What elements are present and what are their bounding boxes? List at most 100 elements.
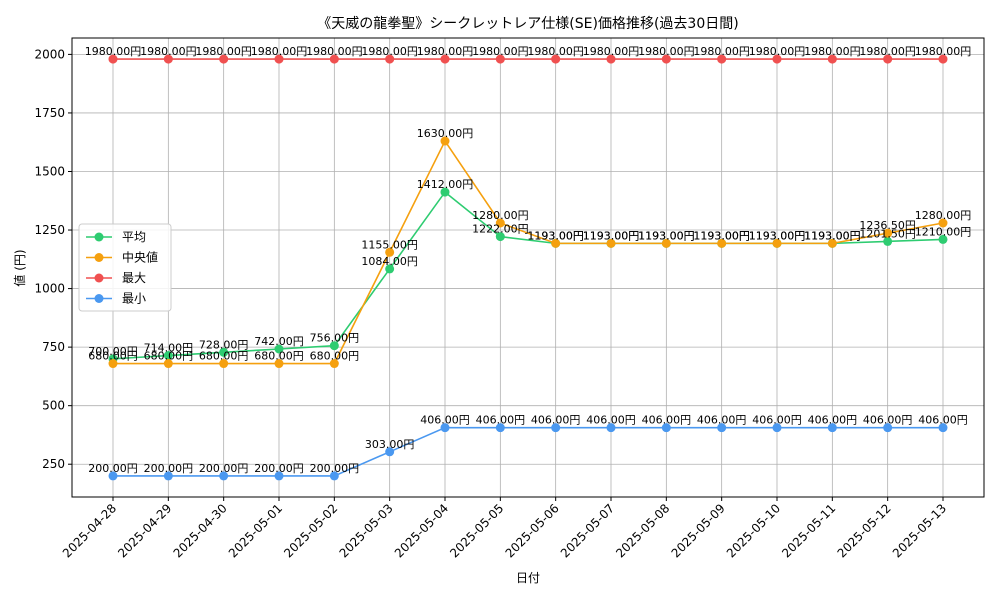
y-tick-label: 750 xyxy=(42,340,65,354)
data-point xyxy=(329,471,339,481)
data-point xyxy=(717,54,727,64)
data-point xyxy=(883,236,893,246)
data-label: 1193.00円 xyxy=(749,229,806,242)
data-label: 1155.00円 xyxy=(361,238,418,251)
data-label: 1980.00円 xyxy=(361,45,418,58)
data-label: 1980.00円 xyxy=(472,45,529,58)
data-label: 406.00円 xyxy=(863,414,913,427)
data-label: 200.00円 xyxy=(254,462,304,475)
data-label: 1980.00円 xyxy=(195,45,252,58)
data-label: 680.00円 xyxy=(144,350,194,363)
data-label: 1236.50円 xyxy=(859,219,916,232)
y-tick-label: 1750 xyxy=(34,106,65,120)
legend-label: 中央値 xyxy=(122,250,158,265)
data-point xyxy=(827,423,837,433)
data-label: 680.00円 xyxy=(254,350,304,363)
data-label: 1980.00円 xyxy=(915,45,972,58)
data-point xyxy=(385,247,395,257)
data-point xyxy=(827,238,837,248)
data-label: 1980.00円 xyxy=(527,45,584,58)
legend-marker xyxy=(94,253,104,262)
data-point xyxy=(219,54,229,64)
data-point xyxy=(772,54,782,64)
data-label: 1980.00円 xyxy=(583,45,640,58)
data-point xyxy=(163,471,173,481)
data-label: 200.00円 xyxy=(199,462,249,475)
data-point xyxy=(661,238,671,248)
x-tick-label: 2025-05-09 xyxy=(669,501,728,560)
data-point xyxy=(938,218,948,228)
data-point xyxy=(661,423,671,433)
x-tick-label: 2025-05-10 xyxy=(724,501,783,560)
x-tick-label: 2025-04-29 xyxy=(115,501,174,560)
data-label: 1193.00円 xyxy=(527,229,584,242)
legend-marker xyxy=(94,232,104,242)
data-point xyxy=(219,359,229,369)
x-tick-label: 2025-05-01 xyxy=(226,501,285,560)
data-label-layer: 700.00円 714.00円 728.00円 742.00円 756.00円 1084.… xyxy=(85,45,972,475)
data-point xyxy=(274,471,284,481)
x-tick-label: 2025-05-13 xyxy=(890,501,949,560)
data-point xyxy=(440,423,450,433)
data-point xyxy=(274,344,284,354)
data-point xyxy=(883,228,893,238)
x-tick-label: 2025-05-02 xyxy=(281,501,340,560)
data-point xyxy=(606,238,616,248)
legend-label: 最小 xyxy=(122,292,146,306)
data-point xyxy=(551,423,561,433)
grid-layer xyxy=(72,38,984,497)
y-tick-label: 1250 xyxy=(34,223,65,237)
data-point xyxy=(108,471,118,481)
x-tick-label: 2025-05-12 xyxy=(835,501,894,560)
data-point xyxy=(440,187,450,197)
data-label: 756.00円 xyxy=(310,332,360,345)
data-label: 1412.00円 xyxy=(417,178,474,191)
x-tick-label: 2025-05-03 xyxy=(337,501,396,560)
legend-marker xyxy=(94,294,104,303)
data-point xyxy=(329,359,339,369)
y-tick-label: 2000 xyxy=(34,47,65,61)
data-label: 1201.50円 xyxy=(859,227,916,240)
y-tick-label: 500 xyxy=(42,399,65,413)
x-tick-label: 2025-05-11 xyxy=(779,501,838,560)
x-tick-label: 2025-04-30 xyxy=(171,501,230,560)
data-point xyxy=(938,54,948,64)
y-axis-label: 値 (円) xyxy=(12,249,27,286)
data-label: 1193.00円 xyxy=(583,229,640,242)
data-label: 1980.00円 xyxy=(251,45,308,58)
data-point xyxy=(219,347,229,357)
data-label: 1980.00円 xyxy=(306,45,363,58)
data-point xyxy=(385,447,395,457)
data-label: 1280.00円 xyxy=(915,209,972,222)
data-label: 1193.00円 xyxy=(638,229,695,242)
data-label: 303.00円 xyxy=(365,438,415,451)
y-tick-label: 1500 xyxy=(34,164,65,178)
data-point xyxy=(551,238,561,248)
data-label: 714.00円 xyxy=(144,342,194,355)
data-label: 406.00円 xyxy=(752,414,802,427)
data-label: 700.00円 xyxy=(88,345,138,358)
plot-frame xyxy=(71,37,985,498)
data-point xyxy=(385,264,395,274)
data-label: 1630.00円 xyxy=(417,127,474,140)
data-label: 1980.00円 xyxy=(638,45,695,58)
data-label: 680.00円 xyxy=(199,350,249,363)
data-label: 1980.00円 xyxy=(85,45,142,58)
data-label: 406.00円 xyxy=(642,414,692,427)
data-point xyxy=(440,54,450,64)
data-point xyxy=(606,423,616,433)
legend-marker xyxy=(94,273,104,283)
data-label: 680.00円 xyxy=(88,350,138,363)
data-label: 1193.00円 xyxy=(804,229,861,242)
data-point xyxy=(495,54,505,64)
data-label: 406.00円 xyxy=(808,414,858,427)
x-tick-label: 2025-05-05 xyxy=(447,501,506,560)
data-point xyxy=(274,54,284,64)
data-label: 1980.00円 xyxy=(749,45,806,58)
data-label: 1193.00円 xyxy=(638,229,695,242)
data-label: 742.00円 xyxy=(254,335,304,348)
data-label: 1980.00円 xyxy=(804,45,861,58)
x-tick-label: 2025-04-28 xyxy=(60,501,119,560)
